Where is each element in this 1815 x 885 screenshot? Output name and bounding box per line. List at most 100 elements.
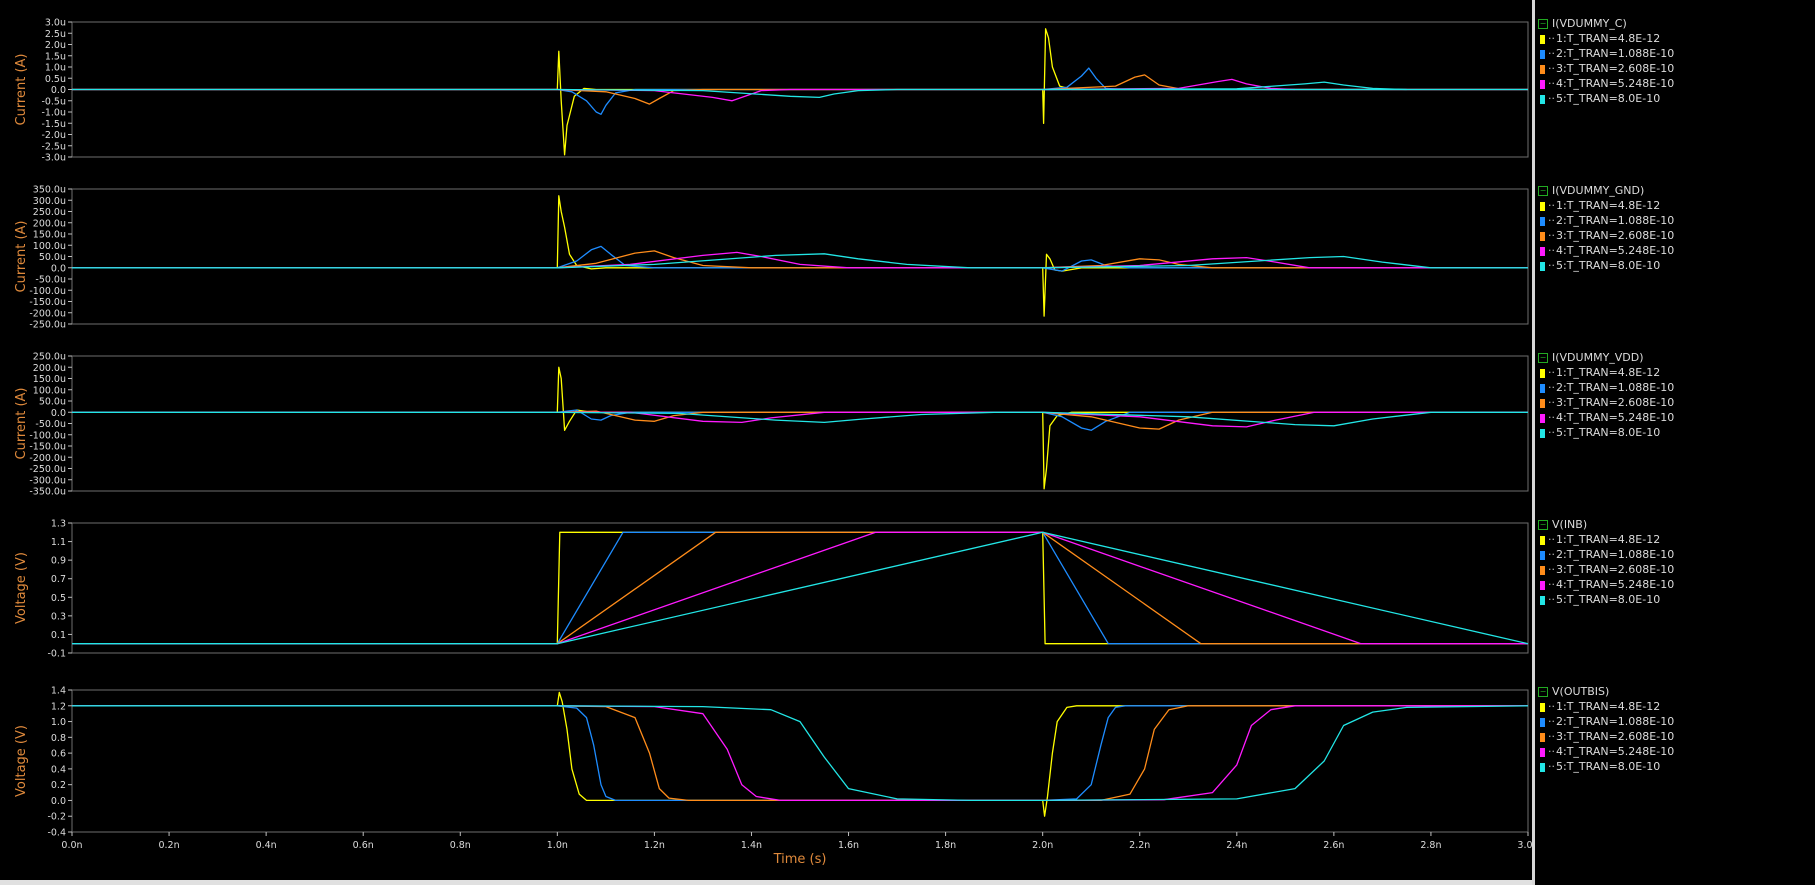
series-line-1 <box>72 691 1528 817</box>
x-tick-label: 0.8n <box>450 840 471 851</box>
legend-entry[interactable]: ··5:T_TRAN=8.0E-10 <box>1538 258 1674 273</box>
legend-entry-label: 3:T_TRAN=2.608E-10 <box>1556 229 1675 242</box>
legend-entry[interactable]: ··4:T_TRAN=5.248E-10 <box>1538 744 1674 759</box>
legend-panel <box>1535 0 1815 885</box>
y-tick-label: 300.0u <box>33 196 66 207</box>
series-swatch <box>1540 398 1545 408</box>
series-swatch <box>1540 535 1545 545</box>
legend-entry[interactable]: ··2:T_TRAN=1.088E-10 <box>1538 46 1674 61</box>
legend-entry[interactable]: ··5:T_TRAN=8.0E-10 <box>1538 425 1674 440</box>
series-swatch <box>1540 550 1545 560</box>
legend-entry[interactable]: ··1:T_TRAN=4.8E-12 <box>1538 365 1674 380</box>
legend-entry[interactable]: ··2:T_TRAN=1.088E-10 <box>1538 714 1674 729</box>
y-tick-label: 150.0u <box>33 230 66 241</box>
legend-entry[interactable]: ··1:T_TRAN=4.8E-12 <box>1538 699 1674 714</box>
y-tick-label: -100.0u <box>29 286 66 297</box>
y-tick-label: -3.0u <box>41 153 66 164</box>
legend-entry[interactable]: ··2:T_TRAN=1.088E-10 <box>1538 213 1674 228</box>
series-swatch <box>1540 565 1545 575</box>
legend-entry[interactable]: ··2:T_TRAN=1.088E-10 <box>1538 380 1674 395</box>
x-tick-label: 1.0n <box>547 840 568 851</box>
legend-entry-label: 2:T_TRAN=1.088E-10 <box>1556 47 1675 60</box>
collapse-icon[interactable]: − <box>1538 520 1548 530</box>
panel-divider[interactable] <box>1532 0 1536 885</box>
legend-entry[interactable]: ··1:T_TRAN=4.8E-12 <box>1538 198 1674 213</box>
legend-entry[interactable]: ··5:T_TRAN=8.0E-10 <box>1538 91 1674 106</box>
legend-title-text: I(VDUMMY_GND) <box>1552 184 1645 197</box>
y-tick-label: 0.0 <box>51 263 66 274</box>
legend-entry[interactable]: ··4:T_TRAN=5.248E-10 <box>1538 243 1674 258</box>
legend-entry[interactable]: ··4:T_TRAN=5.248E-10 <box>1538 76 1674 91</box>
legend-entry[interactable]: ··1:T_TRAN=4.8E-12 <box>1538 532 1674 547</box>
y-tick-label: 0.0 <box>51 408 66 419</box>
y-tick-label: 0.8 <box>51 733 66 744</box>
y-tick-label: 0.7 <box>51 574 66 585</box>
y-tick-label: 1.4 <box>51 686 66 697</box>
collapse-icon[interactable]: − <box>1538 353 1548 363</box>
series-line-2 <box>72 705 1528 802</box>
y-tick-label: 0.0 <box>51 85 66 96</box>
legend-block-vdummy-gnd: − I(VDUMMY_GND) ··1:T_TRAN=4.8E-12 ··2:T_… <box>1538 184 1674 273</box>
series-swatch <box>1540 246 1545 256</box>
y-tick-label: 250.0u <box>33 207 66 218</box>
legend-title[interactable]: − I(VDUMMY_GND) <box>1538 184 1674 198</box>
collapse-icon[interactable]: − <box>1538 19 1548 29</box>
collapse-icon[interactable]: − <box>1538 186 1548 196</box>
legend-entry[interactable]: ··5:T_TRAN=8.0E-10 <box>1538 759 1674 774</box>
series-line-5 <box>72 411 1528 427</box>
y-tick-label: -300.0u <box>29 475 66 486</box>
y-tick-label: 0.1 <box>51 630 66 641</box>
x-tick-label: 2.6n <box>1323 840 1344 851</box>
chart-panel-1: 350.0u300.0u250.0u200.0u150.0u100.0u50.0… <box>14 185 1529 331</box>
legend-title[interactable]: − I(VDUMMY_VDD) <box>1538 351 1674 365</box>
legend-entry[interactable]: ··4:T_TRAN=5.248E-10 <box>1538 410 1674 425</box>
legend-entry[interactable]: ··3:T_TRAN=2.608E-10 <box>1538 562 1674 577</box>
plot-frame <box>71 188 1529 325</box>
legend-entry[interactable]: ··4:T_TRAN=5.248E-10 <box>1538 577 1674 592</box>
y-tick-label: -0.5u <box>41 96 66 107</box>
y-tick-label: -250.0u <box>29 320 66 331</box>
y-tick-label: -0.1 <box>47 649 66 660</box>
y-tick-label: -50.0u <box>35 275 66 286</box>
legend-title[interactable]: − I(VDUMMY_C) <box>1538 17 1674 31</box>
legend-entry[interactable]: ··1:T_TRAN=4.8E-12 <box>1538 31 1674 46</box>
x-tick-label: 0.4n <box>256 840 277 851</box>
legend-entry-label: 4:T_TRAN=5.248E-10 <box>1556 578 1675 591</box>
y-tick-label: 0.5 <box>51 593 66 604</box>
series-swatch <box>1540 413 1545 423</box>
y-tick-label: -2.0u <box>41 130 66 141</box>
series-swatch <box>1540 34 1545 44</box>
collapse-icon[interactable]: − <box>1538 687 1548 697</box>
series-line-4 <box>72 88 1528 102</box>
legend-title-text: V(OUTBIS) <box>1552 685 1610 698</box>
legend-entry-label: 2:T_TRAN=1.088E-10 <box>1556 715 1675 728</box>
legend-entry[interactable]: ··3:T_TRAN=2.608E-10 <box>1538 61 1674 76</box>
plot-frame <box>71 522 1529 654</box>
legend-entry[interactable]: ··2:T_TRAN=1.088E-10 <box>1538 547 1674 562</box>
series-line-3 <box>72 705 1528 802</box>
y-tick-label: 1.0 <box>51 717 66 728</box>
x-tick-label: 1.6n <box>838 840 859 851</box>
legend-entry[interactable]: ··3:T_TRAN=2.608E-10 <box>1538 228 1674 243</box>
series-swatch <box>1540 580 1545 590</box>
legend-entry[interactable]: ··5:T_TRAN=8.0E-10 <box>1538 592 1674 607</box>
legend-entry-label: 3:T_TRAN=2.608E-10 <box>1556 563 1675 576</box>
legend-entry-label: 2:T_TRAN=1.088E-10 <box>1556 548 1675 561</box>
series-swatch <box>1540 49 1545 59</box>
legend-entry[interactable]: ··3:T_TRAN=2.608E-10 <box>1538 395 1674 410</box>
series-swatch <box>1540 261 1545 271</box>
plot-frame <box>71 689 1529 833</box>
y-tick-label: 1.0u <box>45 63 66 74</box>
y-tick-label: 1.2 <box>51 701 66 712</box>
y-tick-label: -0.2 <box>47 812 66 823</box>
legend-entry[interactable]: ··3:T_TRAN=2.608E-10 <box>1538 729 1674 744</box>
y-tick-label: 50.0u <box>39 252 66 263</box>
series-swatch <box>1540 595 1545 605</box>
legend-title[interactable]: − V(INB) <box>1538 518 1674 532</box>
series-swatch <box>1540 702 1545 712</box>
y-tick-label: -350.0u <box>29 487 66 498</box>
series-line-1 <box>72 366 1528 490</box>
x-tick-label: 2.8n <box>1420 840 1441 851</box>
y-tick-label: -1.5u <box>41 119 66 130</box>
legend-title[interactable]: − V(OUTBIS) <box>1538 685 1674 699</box>
